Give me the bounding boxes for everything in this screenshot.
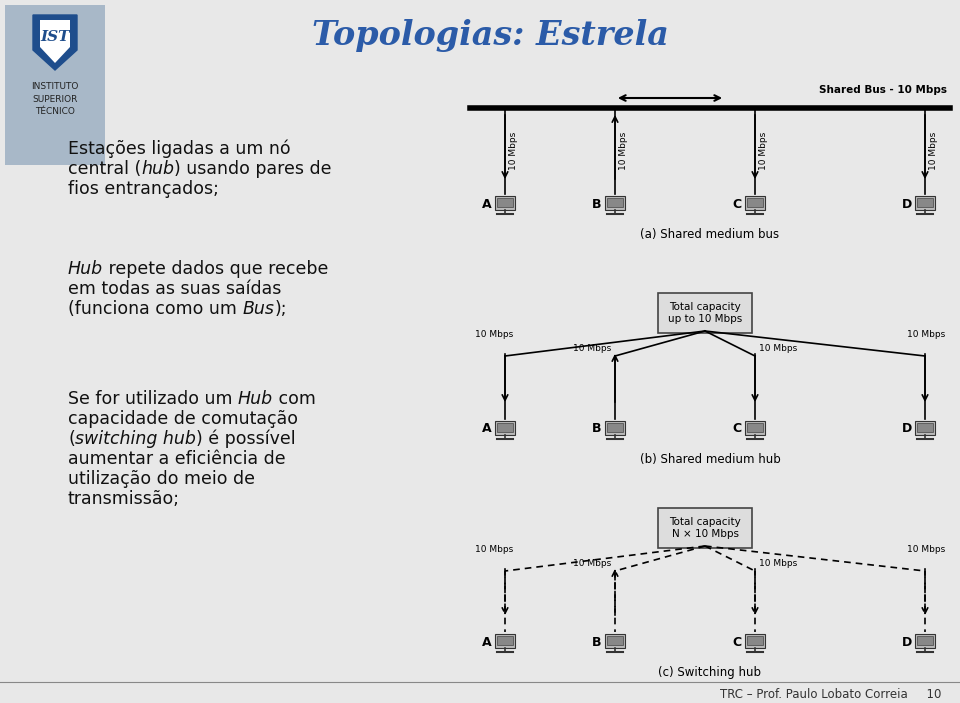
Text: Bus: Bus	[242, 300, 275, 318]
Text: TRC – Prof. Paulo Lobato Correia     10: TRC – Prof. Paulo Lobato Correia 10	[720, 688, 942, 702]
Text: utilização do meio de: utilização do meio de	[68, 470, 255, 488]
Text: central (: central (	[68, 160, 141, 178]
Text: transmissão;: transmissão;	[68, 490, 180, 508]
Text: A: A	[482, 636, 492, 648]
Text: C: C	[732, 636, 741, 648]
Text: ) usando pares de: ) usando pares de	[175, 160, 332, 178]
Polygon shape	[33, 15, 77, 70]
Text: 10 Mbps: 10 Mbps	[619, 132, 628, 170]
Text: switching hub: switching hub	[75, 430, 196, 448]
Polygon shape	[40, 20, 70, 63]
Text: Total capacity
up to 10 Mbps: Total capacity up to 10 Mbps	[668, 302, 742, 324]
Text: Shared Bus - 10 Mbps: Shared Bus - 10 Mbps	[819, 85, 947, 95]
Text: 10 Mbps: 10 Mbps	[929, 132, 938, 170]
Text: C: C	[732, 423, 741, 435]
FancyBboxPatch shape	[747, 198, 763, 207]
Text: repete dados que recebe: repete dados que recebe	[103, 260, 328, 278]
Text: 10 Mbps: 10 Mbps	[759, 344, 797, 353]
Text: A: A	[482, 198, 492, 210]
Text: B: B	[592, 198, 602, 210]
Text: D: D	[901, 198, 912, 210]
Text: Hub: Hub	[238, 390, 274, 408]
FancyBboxPatch shape	[607, 198, 623, 207]
Text: com: com	[274, 390, 316, 408]
FancyBboxPatch shape	[496, 198, 514, 207]
Text: Estações ligadas a um nó: Estações ligadas a um nó	[68, 140, 291, 158]
Text: em todas as suas saídas: em todas as suas saídas	[68, 280, 281, 298]
FancyBboxPatch shape	[496, 636, 514, 645]
Text: aumentar a eficiência de: aumentar a eficiência de	[68, 450, 286, 468]
FancyBboxPatch shape	[917, 636, 933, 645]
FancyBboxPatch shape	[915, 633, 935, 648]
Text: 10 Mbps: 10 Mbps	[759, 132, 768, 170]
FancyBboxPatch shape	[917, 198, 933, 207]
Text: capacidade de comutação: capacidade de comutação	[68, 410, 298, 428]
Text: Se for utilizado um: Se for utilizado um	[68, 390, 238, 408]
FancyBboxPatch shape	[607, 636, 623, 645]
Text: A: A	[482, 423, 492, 435]
Text: 10 Mbps: 10 Mbps	[475, 330, 514, 339]
FancyBboxPatch shape	[494, 420, 516, 435]
Text: (a) Shared medium bus: (a) Shared medium bus	[640, 228, 780, 241]
Text: ) é possível: ) é possível	[196, 430, 296, 449]
FancyBboxPatch shape	[915, 420, 935, 435]
FancyBboxPatch shape	[605, 420, 625, 435]
FancyBboxPatch shape	[745, 420, 765, 435]
FancyBboxPatch shape	[605, 195, 625, 210]
Text: 10 Mbps: 10 Mbps	[573, 559, 611, 568]
Text: 10 Mbps: 10 Mbps	[475, 545, 514, 554]
FancyBboxPatch shape	[494, 195, 516, 210]
FancyBboxPatch shape	[917, 423, 933, 432]
FancyBboxPatch shape	[745, 195, 765, 210]
Text: (: (	[68, 430, 75, 448]
Text: 10 Mbps: 10 Mbps	[573, 344, 611, 353]
FancyBboxPatch shape	[605, 633, 625, 648]
FancyBboxPatch shape	[658, 293, 752, 333]
Text: (c) Switching hub: (c) Switching hub	[659, 666, 761, 679]
Text: fios entrançados;: fios entrançados;	[68, 180, 219, 198]
Text: );: );	[275, 300, 287, 318]
Text: 10 Mbps: 10 Mbps	[509, 132, 518, 170]
FancyBboxPatch shape	[745, 633, 765, 648]
Text: 10 Mbps: 10 Mbps	[907, 330, 945, 339]
Text: D: D	[901, 423, 912, 435]
Text: Topologias: Estrela: Topologias: Estrela	[312, 18, 668, 51]
Text: Hub: Hub	[68, 260, 103, 278]
FancyBboxPatch shape	[607, 423, 623, 432]
Text: (b) Shared medium hub: (b) Shared medium hub	[639, 453, 780, 466]
Text: B: B	[592, 636, 602, 648]
FancyBboxPatch shape	[494, 633, 516, 648]
Text: Total capacity
N × 10 Mbps: Total capacity N × 10 Mbps	[669, 517, 741, 539]
Text: IST: IST	[40, 30, 70, 44]
Text: INSTITUTO
SUPERIOR
TÉCNICO: INSTITUTO SUPERIOR TÉCNICO	[32, 82, 79, 116]
FancyBboxPatch shape	[747, 423, 763, 432]
FancyBboxPatch shape	[915, 195, 935, 210]
Text: C: C	[732, 198, 741, 210]
Text: 10 Mbps: 10 Mbps	[907, 545, 945, 554]
Text: hub: hub	[141, 160, 175, 178]
Text: D: D	[901, 636, 912, 648]
Text: (funciona como um: (funciona como um	[68, 300, 242, 318]
FancyBboxPatch shape	[747, 636, 763, 645]
Text: B: B	[592, 423, 602, 435]
FancyBboxPatch shape	[658, 508, 752, 548]
FancyBboxPatch shape	[496, 423, 514, 432]
Text: 10 Mbps: 10 Mbps	[759, 559, 797, 568]
FancyBboxPatch shape	[5, 5, 105, 165]
